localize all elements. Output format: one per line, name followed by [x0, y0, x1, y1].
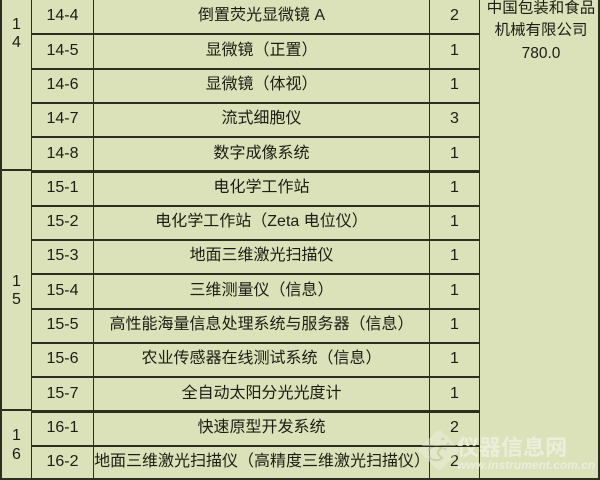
svg-text:www.instrument.com.cn: www.instrument.com.cn [457, 458, 595, 472]
